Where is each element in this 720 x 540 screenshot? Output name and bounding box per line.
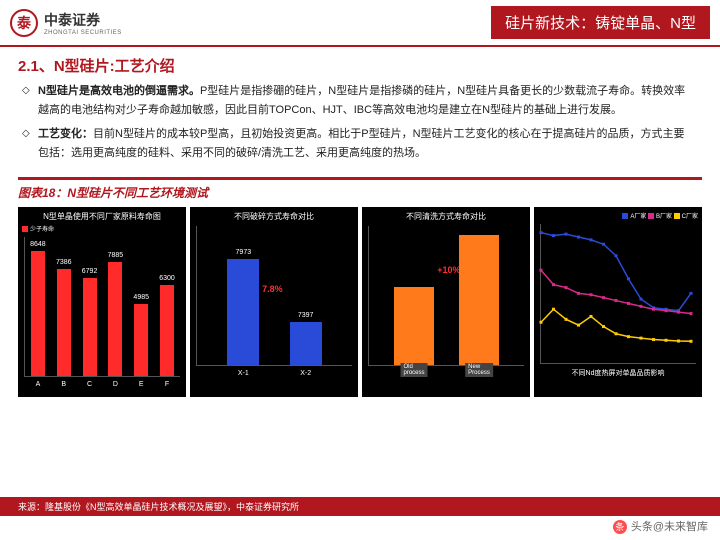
chart-4: A厂家 B厂家 C厂家 不同Nd度热屏对单晶品质影响 bbox=[534, 207, 702, 397]
bullet-2-rest: 目前N型硅片的成本较P型高，且初始投资更高。相比于P型硅片，N型硅片工艺变化的核… bbox=[38, 128, 685, 159]
chart-2: 不同破碎方式寿命对比 7.8% 7973X-17397X-2 bbox=[190, 207, 358, 397]
header-title: 硅片新技术：铸锭单晶、N型 bbox=[491, 6, 710, 39]
chart-1-title: N型单晶使用不同厂家原料寿命图 bbox=[22, 211, 182, 222]
chart-3-annot: +10% bbox=[437, 265, 460, 275]
footer: 来源：隆基股份《N型高效单晶硅片技术概况及展望》，中泰证券研究所 条头条@未来智… bbox=[0, 497, 720, 536]
bullet-1: N型硅片是高效电池的倒逼需求。P型硅片是指掺硼的硅片，N型硅片是指掺磷的硅片，N… bbox=[38, 82, 692, 119]
chart-block-title: 图表18：N型硅片不同工艺环境测试 bbox=[18, 177, 702, 203]
logo-name: 中泰证券 bbox=[44, 10, 122, 30]
chart-2-title: 不同破碎方式寿命对比 bbox=[194, 211, 354, 222]
logo-icon: 泰 bbox=[10, 9, 38, 37]
chart-block-label: 图表18：N型硅片不同工艺环境测试 bbox=[18, 182, 702, 203]
bullet-2-lead: 工艺变化： bbox=[38, 128, 93, 140]
charts-row: N型单晶使用不同厂家原料寿命图 少子寿命 8648A7386B6792C7885… bbox=[0, 203, 720, 401]
source: 来源：隆基股份《N型高效单晶硅片技术概况及展望》，中泰证券研究所 bbox=[0, 497, 720, 516]
chart-4-legend: A厂家 B厂家 C厂家 bbox=[538, 211, 698, 220]
chart-4-xlabel: 不同Nd度热屏对单晶品质影响 bbox=[538, 368, 698, 378]
chart-3: 不同清洗方式寿命对比 +10% Old processNew Process bbox=[362, 207, 530, 397]
chart-2-annot: 7.8% bbox=[262, 284, 283, 294]
chart-3-title: 不同清洗方式寿命对比 bbox=[366, 211, 526, 222]
bullet-2: 工艺变化：目前N型硅片的成本较P型高，且初始投资更高。相比于P型硅片，N型硅片工… bbox=[38, 125, 692, 162]
chart-1-legend: 少子寿命 bbox=[30, 227, 54, 233]
watermark: 条头条@未来智库 bbox=[0, 516, 720, 536]
bullet-1-lead: N型硅片是高效电池的倒逼需求。 bbox=[38, 85, 200, 97]
chart-1: N型单晶使用不同厂家原料寿命图 少子寿命 8648A7386B6792C7885… bbox=[18, 207, 186, 397]
logo: 泰 中泰证券 ZHONGTAI SECURITIES bbox=[10, 9, 122, 37]
chart-4-plot bbox=[540, 224, 696, 364]
section-title: 2.1、N型硅片:工艺介绍 bbox=[0, 47, 720, 80]
bullet-list: N型硅片是高效电池的倒逼需求。P型硅片是指掺硼的硅片，N型硅片是指掺磷的硅片，N… bbox=[0, 80, 720, 175]
header: 泰 中泰证券 ZHONGTAI SECURITIES 硅片新技术：铸锭单晶、N型 bbox=[0, 0, 720, 47]
logo-sub: ZHONGTAI SECURITIES bbox=[44, 30, 122, 36]
